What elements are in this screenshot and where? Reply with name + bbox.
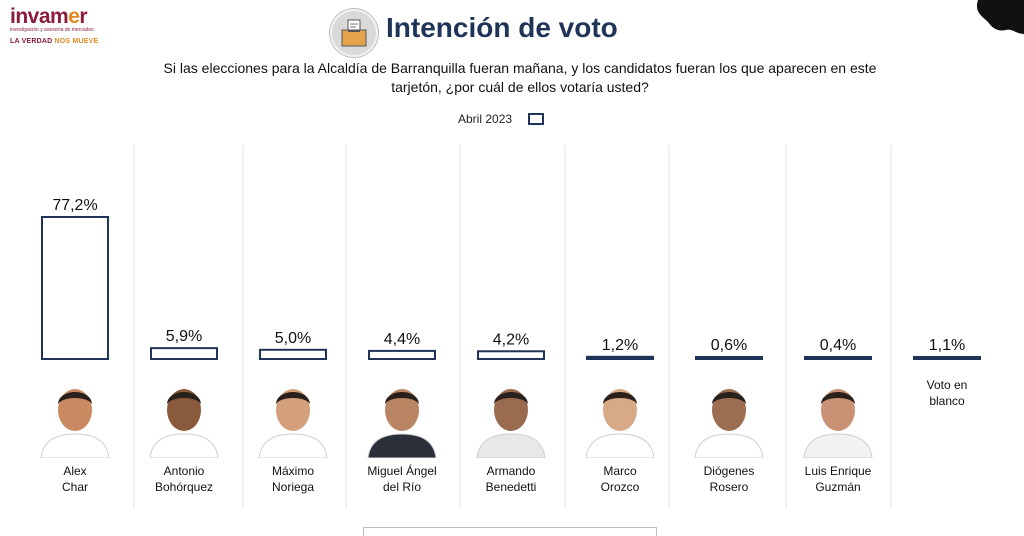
bar — [477, 350, 545, 360]
bar — [259, 348, 327, 360]
candidate-name: Antonio Bohórquez — [154, 464, 214, 494]
data-label: 0,6% — [711, 337, 747, 354]
candidate-name: Luis Enrique Guzmán — [804, 464, 872, 494]
candidate-name: Voto en blanco — [926, 378, 968, 408]
candidate-photo — [473, 378, 549, 463]
bar — [586, 355, 654, 361]
candidate-name: Diógenes Rosero — [703, 464, 755, 494]
data-label: 0,4% — [820, 337, 856, 354]
data-label: 5,0% — [275, 330, 311, 347]
invamer-logo: invamer investigación y asesoría de merc… — [10, 5, 110, 46]
legend-label: Abril 2023 — [458, 112, 513, 126]
bar — [150, 347, 218, 361]
candidate-photo — [146, 378, 222, 463]
bar — [368, 349, 436, 361]
candidate-name: Máximo Noriega — [271, 464, 315, 494]
candidate-photo — [37, 378, 113, 463]
legend-swatch — [528, 113, 545, 125]
bar — [41, 216, 109, 360]
data-label: 4,2% — [493, 331, 529, 348]
bar — [804, 356, 872, 360]
data-label: 1,1% — [929, 337, 965, 354]
bar — [695, 356, 763, 360]
data-label: 77,2% — [52, 197, 97, 214]
candidate-name: Miguel Ángel del Río — [367, 464, 437, 494]
chart-legend: Abril 2023 — [458, 112, 545, 126]
bar — [913, 355, 981, 361]
candidate-photo — [255, 378, 331, 463]
candidate-name: Armando Benedetti — [485, 464, 537, 494]
data-label: 5,9% — [166, 328, 202, 345]
candidate-photo — [800, 378, 876, 463]
candidate-name: Alex Char — [61, 464, 88, 494]
data-label: 4,4% — [384, 331, 420, 348]
logo-slogan: LA VERDAD NOS MUEVE — [10, 38, 99, 45]
logo-brand: invamer — [10, 5, 88, 28]
candidate-photo — [691, 378, 767, 463]
ballot-box-icon — [330, 9, 378, 57]
survey-question: Si las elecciones para la Alcaldía de Ba… — [163, 60, 877, 95]
page-title: Intención de voto — [386, 12, 618, 43]
candidate-photo — [582, 378, 658, 463]
corner-decoration — [976, 0, 1024, 34]
candidate-name: Marco Orozco — [600, 464, 640, 494]
data-label: 1,2% — [602, 337, 638, 354]
candidate-photo — [364, 378, 440, 463]
logo-subtitle: investigación y asesoría de mercados — [10, 27, 94, 33]
